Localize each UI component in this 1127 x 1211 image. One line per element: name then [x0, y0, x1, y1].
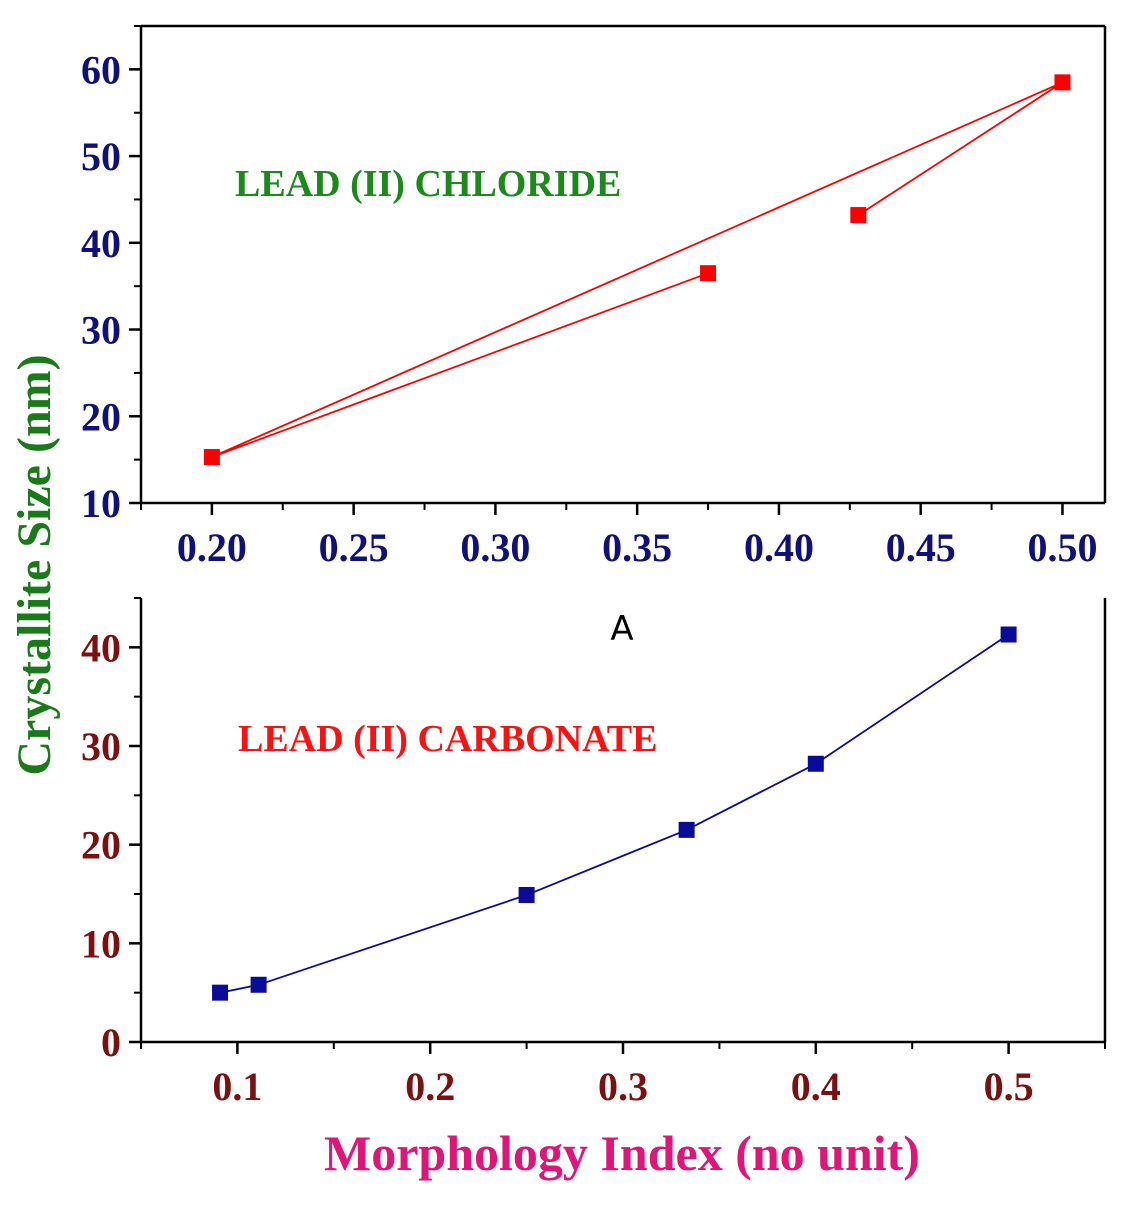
y-tick-label: 50: [81, 134, 121, 179]
data-point-marker: [700, 265, 717, 282]
data-point-marker: [212, 984, 229, 1001]
y-tick-label: 30: [81, 724, 121, 769]
chart-panels: 0.20 0.25 0.30 0.35 0.40 0.45 0.50102030405060…: [81, 24, 1107, 1109]
x-tick-label: 0.3: [598, 1064, 648, 1109]
y-tick-label: 40: [81, 221, 121, 266]
panel-label: A: [610, 609, 633, 649]
x-tick-label: 0.30: [460, 525, 530, 570]
shared-y-axis-label: Crystallite Size (nm): [8, 354, 61, 775]
x-tick-label: 0.2: [405, 1064, 455, 1109]
data-point-marker: [203, 449, 220, 466]
y-tick-label: 20: [81, 394, 121, 439]
y-tick-label: 60: [81, 47, 121, 92]
x-tick-label: 0.40: [744, 525, 814, 570]
series-line: [211, 81, 1063, 458]
x-tick-label: 0.50: [1027, 525, 1097, 570]
data-point-marker: [678, 821, 695, 838]
y-tick-label: 0: [101, 1020, 121, 1065]
x-tick-label: 0.45: [886, 525, 956, 570]
chart-title: LEAD (II) CARBONATE: [238, 718, 657, 760]
series-line: [219, 633, 1010, 994]
x-tick-label: 0.5: [984, 1064, 1034, 1109]
y-tick-label: 10: [81, 481, 121, 526]
x-tick-label: 0.25: [319, 525, 389, 570]
data-point-marker: [518, 886, 535, 903]
chart-title: LEAD (II) CHLORIDE: [235, 163, 621, 205]
data-point-marker: [1054, 74, 1071, 91]
x-tick-label: 0.35: [602, 525, 672, 570]
chart-panel-bottom: 0.1 0.2 0.3 0.4 0.5 0 10 20 30 40 LEAD (II) CARBON…: [81, 597, 1107, 1109]
shared-x-axis-label: Morphology Index (no unit): [324, 1125, 920, 1181]
data-point-marker: [850, 207, 867, 224]
y-tick-label: 10: [81, 921, 121, 966]
y-tick-label: 30: [81, 308, 121, 353]
data-point-marker: [807, 755, 824, 772]
data-point-marker: [250, 976, 267, 993]
data-point-marker: [1000, 626, 1017, 643]
x-tick-label: 0.1: [212, 1064, 262, 1109]
chart-panel-top: 0.20 0.25 0.30 0.35 0.40 0.45 0.50 10 20 30 40 50 60…: [81, 24, 1107, 570]
x-tick-label: 0.4: [791, 1064, 841, 1109]
y-tick-label: 20: [81, 823, 121, 868]
y-tick-label: 40: [81, 625, 121, 670]
x-tick-label: 0.20: [177, 525, 247, 570]
